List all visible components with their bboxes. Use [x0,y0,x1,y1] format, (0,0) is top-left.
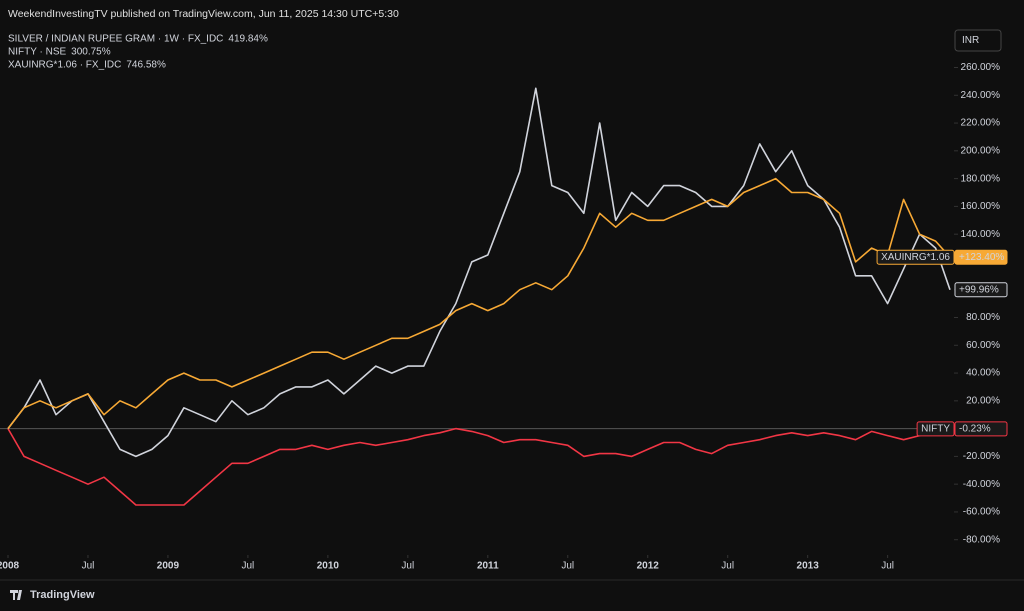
x-tick-label: 2012 [637,561,660,572]
x-tick-label: 2010 [317,561,340,572]
y-tick-label: 220.00% [961,118,1001,129]
logo [10,590,22,600]
series-line [7,87,951,458]
legend-name: NIFTY · NSE [8,47,66,58]
series-line [7,177,951,430]
currency-button[interactable] [954,29,1002,52]
x-tick-label: 2013 [797,561,820,572]
y-tick-label: -20.00% [963,451,1000,462]
series-line [7,427,951,506]
y-tick-label: 260.00% [961,62,1001,73]
legend-name: XAUINRG*1.06 · FX_IDC [8,60,121,71]
header: WeekendInvestingTV published on TradingV… [8,8,399,20]
y-tick-label: 20.00% [966,395,1000,406]
x-tick-label: Jul [241,561,254,572]
series-tag: XAUINRG*1.06 [881,252,950,263]
price-label: -0.23% [959,424,991,435]
y-tick-label: 40.00% [966,368,1000,379]
legend-value: 746.58% [126,60,166,71]
series-tag: NIFTY [921,424,950,435]
x-tick-label: Jul [82,561,95,572]
x-tick-label: 2011 [477,561,499,572]
y-tick-label: 200.00% [961,145,1001,156]
price-label: +123.40% [959,252,1004,263]
x-tick-label: Jul [881,561,894,572]
x-tick-label: Jul [561,561,574,572]
price-box [954,282,1008,298]
currency[interactable]: INR [962,35,979,46]
y-tick-label: 240.00% [961,90,1001,101]
y-tick-label: -60.00% [963,507,1000,518]
price-label: +99.96% [959,284,999,295]
legend-name: SILVER / INDIAN RUPEE GRAM · 1W · FX_IDC [8,34,223,45]
x-tick-label: Jul [401,561,414,572]
x-tick-label: 2008 [0,561,20,572]
y-tick-label: 180.00% [961,173,1001,184]
x-tick-label: Jul [721,561,734,572]
y-tick-label: 60.00% [966,340,1000,351]
y-tick-label: 140.00% [961,229,1001,240]
y-tick-label: -40.00% [963,479,1000,490]
x-tick-label: 2009 [157,561,180,572]
legend-value: 419.84% [228,34,268,45]
footer: TradingView [30,589,95,601]
price-box [954,249,1008,265]
price-box [954,421,1008,437]
tag-box [876,249,955,265]
tag-box [916,421,955,437]
y-tick-label: 160.00% [961,201,1001,212]
y-tick-label: -80.00% [963,534,1000,545]
y-tick-label: 80.00% [966,312,1000,323]
legend-value: 300.75% [71,47,111,58]
